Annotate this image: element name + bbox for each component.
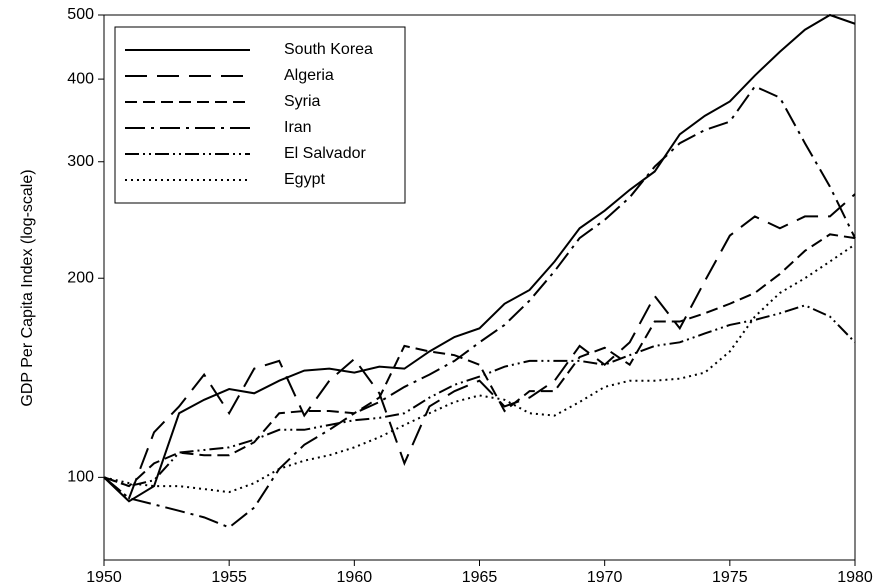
x-tick-label: 1980 <box>837 569 873 586</box>
y-tick-label: 400 <box>67 70 94 87</box>
legend-box <box>114 26 406 204</box>
series-line <box>103 193 856 500</box>
legend-label: South Korea <box>284 41 373 58</box>
legend-label: Syria <box>284 93 321 110</box>
x-tick-label: 1965 <box>462 569 498 586</box>
legend-label: El Salvador <box>284 145 366 162</box>
series-line <box>103 243 856 494</box>
y-tick-label: 200 <box>67 269 94 286</box>
y-tick-label: 100 <box>67 469 94 486</box>
legend-label: Algeria <box>284 67 334 84</box>
x-tick-label: 1970 <box>587 569 623 586</box>
y-tick-label: 500 <box>67 6 94 23</box>
x-tick-label: 1950 <box>86 569 122 586</box>
x-tick-label: 1960 <box>337 569 373 586</box>
series-line <box>103 304 856 488</box>
y-axis-label: GDP Per Capita Index (log-scale) <box>19 169 36 406</box>
series-line <box>103 13 856 503</box>
legend-label: Egypt <box>284 171 325 188</box>
series-line <box>103 233 856 488</box>
x-tick-label: 1975 <box>712 569 748 586</box>
y-tick-label: 300 <box>67 153 94 170</box>
x-tick-label: 1955 <box>211 569 247 586</box>
legend-label: Iran <box>284 119 312 136</box>
